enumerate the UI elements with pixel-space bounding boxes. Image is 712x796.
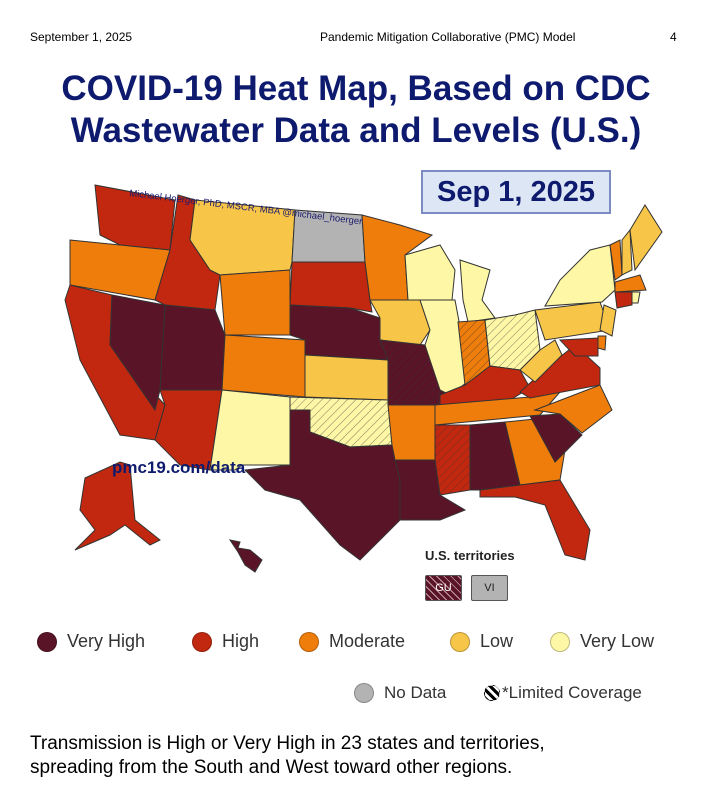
summary-line-2: spreading from the South and West toward… (30, 757, 513, 778)
no-data-swatch (354, 683, 374, 703)
state-mi (459, 259, 496, 323)
low-swatch (450, 631, 470, 652)
legend-low: Low (450, 631, 513, 652)
header-date: September 1, 2025 (30, 30, 133, 44)
page-title: COVID-19 Heat Map, Based on CDC Wastewate… (0, 68, 712, 152)
state-wy (219, 269, 291, 336)
state-ne (289, 304, 389, 361)
page-number: 4 (670, 30, 677, 44)
state-ak (74, 461, 161, 551)
legend-limited: *Limited Coverage (484, 683, 642, 703)
legend-label: *Limited Coverage (502, 683, 642, 702)
legend-high: High (192, 631, 259, 652)
legend-very-high: Very High (37, 631, 145, 652)
header-model: Pandemic Mitigation Collaborative (PMC) … (320, 30, 576, 44)
state-hi (228, 539, 263, 573)
very-high-swatch (37, 631, 57, 652)
state-nv (109, 294, 166, 412)
summary-line-1: Transmission is High or Very High in 23 … (30, 733, 545, 754)
hatch-swatch (484, 685, 500, 701)
legend-label: Low (480, 631, 514, 651)
high-swatch (192, 631, 212, 652)
state-ks (304, 354, 389, 401)
state-co (221, 334, 306, 398)
state-nj (599, 304, 617, 337)
state-sd (289, 261, 373, 313)
state-ny (544, 244, 616, 307)
date-badge: Sep 1, 2025 (421, 170, 611, 214)
limited-coverage-hatch-in (458, 320, 490, 385)
very-low-swatch (550, 631, 570, 652)
moderate-swatch (299, 631, 319, 652)
legend-moderate: Moderate (299, 631, 405, 652)
state-nc (533, 384, 613, 434)
territory-vi: VI (471, 575, 508, 601)
state-tn (434, 391, 562, 426)
legend-label: No Data (384, 683, 447, 702)
state-ri (631, 291, 641, 304)
state-wi (404, 244, 456, 301)
title-line-2: Wastewater Data and Levels (U.S.) (70, 111, 642, 150)
limited-coverage-hatch-oh (485, 310, 540, 370)
state-pa (534, 301, 611, 341)
state-ut (159, 304, 226, 391)
legend-label: Moderate (329, 631, 406, 651)
legend-label: Very Low (580, 631, 655, 651)
legend-label: High (222, 631, 260, 651)
title-line-1: COVID-19 Heat Map, Based on CDC (61, 69, 651, 108)
state-md (558, 337, 599, 357)
state-nh (621, 228, 633, 276)
limited-coverage-hatch-ok (290, 397, 392, 447)
state-tx (243, 409, 401, 561)
state-ct (614, 291, 633, 309)
legend-very-low: Very Low (550, 631, 654, 652)
legend-no-data: No Data (354, 683, 446, 703)
state-sc (529, 413, 583, 463)
state-de (597, 335, 607, 351)
territories-title: U.S. territories (425, 548, 515, 563)
territory-gu: GU (425, 575, 462, 601)
state-me (629, 204, 663, 272)
state-ma (614, 274, 647, 293)
state-ar (387, 404, 441, 461)
state-wv (519, 339, 563, 383)
summary-text: Transmission is High or Very High in 23 … (30, 732, 545, 780)
state-fl (479, 479, 591, 561)
limited-coverage-hatch-ms (435, 425, 470, 495)
data-url-link[interactable]: pmc19.com/data (112, 458, 246, 477)
legend-label: Very High (67, 631, 146, 651)
